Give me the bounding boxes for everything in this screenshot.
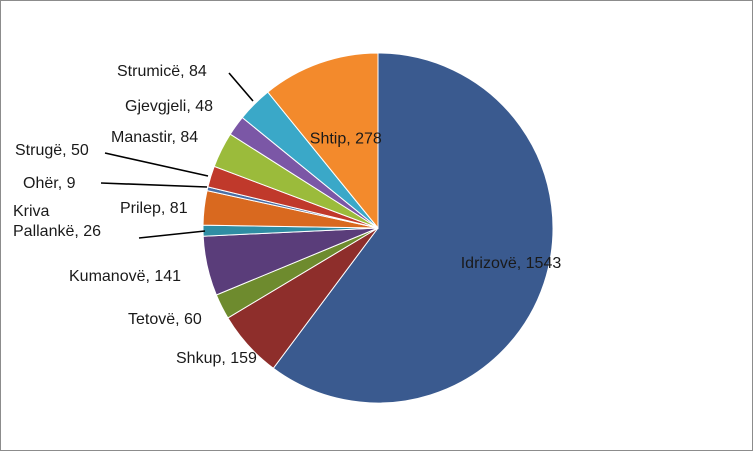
slice-label-tetove: Tetovë, 60 (128, 311, 202, 328)
leader-line-struge (104, 152, 209, 177)
slice-label-idrizove: Idrizovë, 1543 (461, 255, 562, 272)
slice-label-kriva-pallanke: Kriva Pallankë, 26 (13, 203, 101, 240)
pie-slice-shtip (267, 52, 379, 230)
leader-line-strumice (228, 72, 254, 102)
slice-label-strumice: Strumicë, 84 (117, 63, 207, 80)
leader-lines (100, 72, 254, 239)
slice-label-gjevgjeli: Gjevgjeli, 48 (125, 98, 213, 115)
leader-line-kriva-pallanke (138, 230, 206, 239)
slice-label-shtip: Shtip, 278 (310, 130, 382, 147)
pie-slices (202, 52, 554, 404)
pie-slice-idrizove (272, 52, 554, 404)
slice-labels: Idrizovë, 1543 Shkup, 159 Tetovë, 60 Kumano… (13, 63, 561, 367)
slice-label-oher: Ohër, 9 (23, 175, 76, 192)
slice-label-prilep: Prilep, 81 (120, 200, 188, 217)
slice-label-struge: Strugë, 50 (15, 142, 89, 159)
slice-label-manastir: Manastir, 84 (111, 129, 198, 146)
slice-label-kumanove: Kumanovë, 141 (69, 268, 181, 285)
leader-line-oher (100, 182, 208, 188)
slice-label-shkup: Shkup, 159 (176, 350, 257, 367)
